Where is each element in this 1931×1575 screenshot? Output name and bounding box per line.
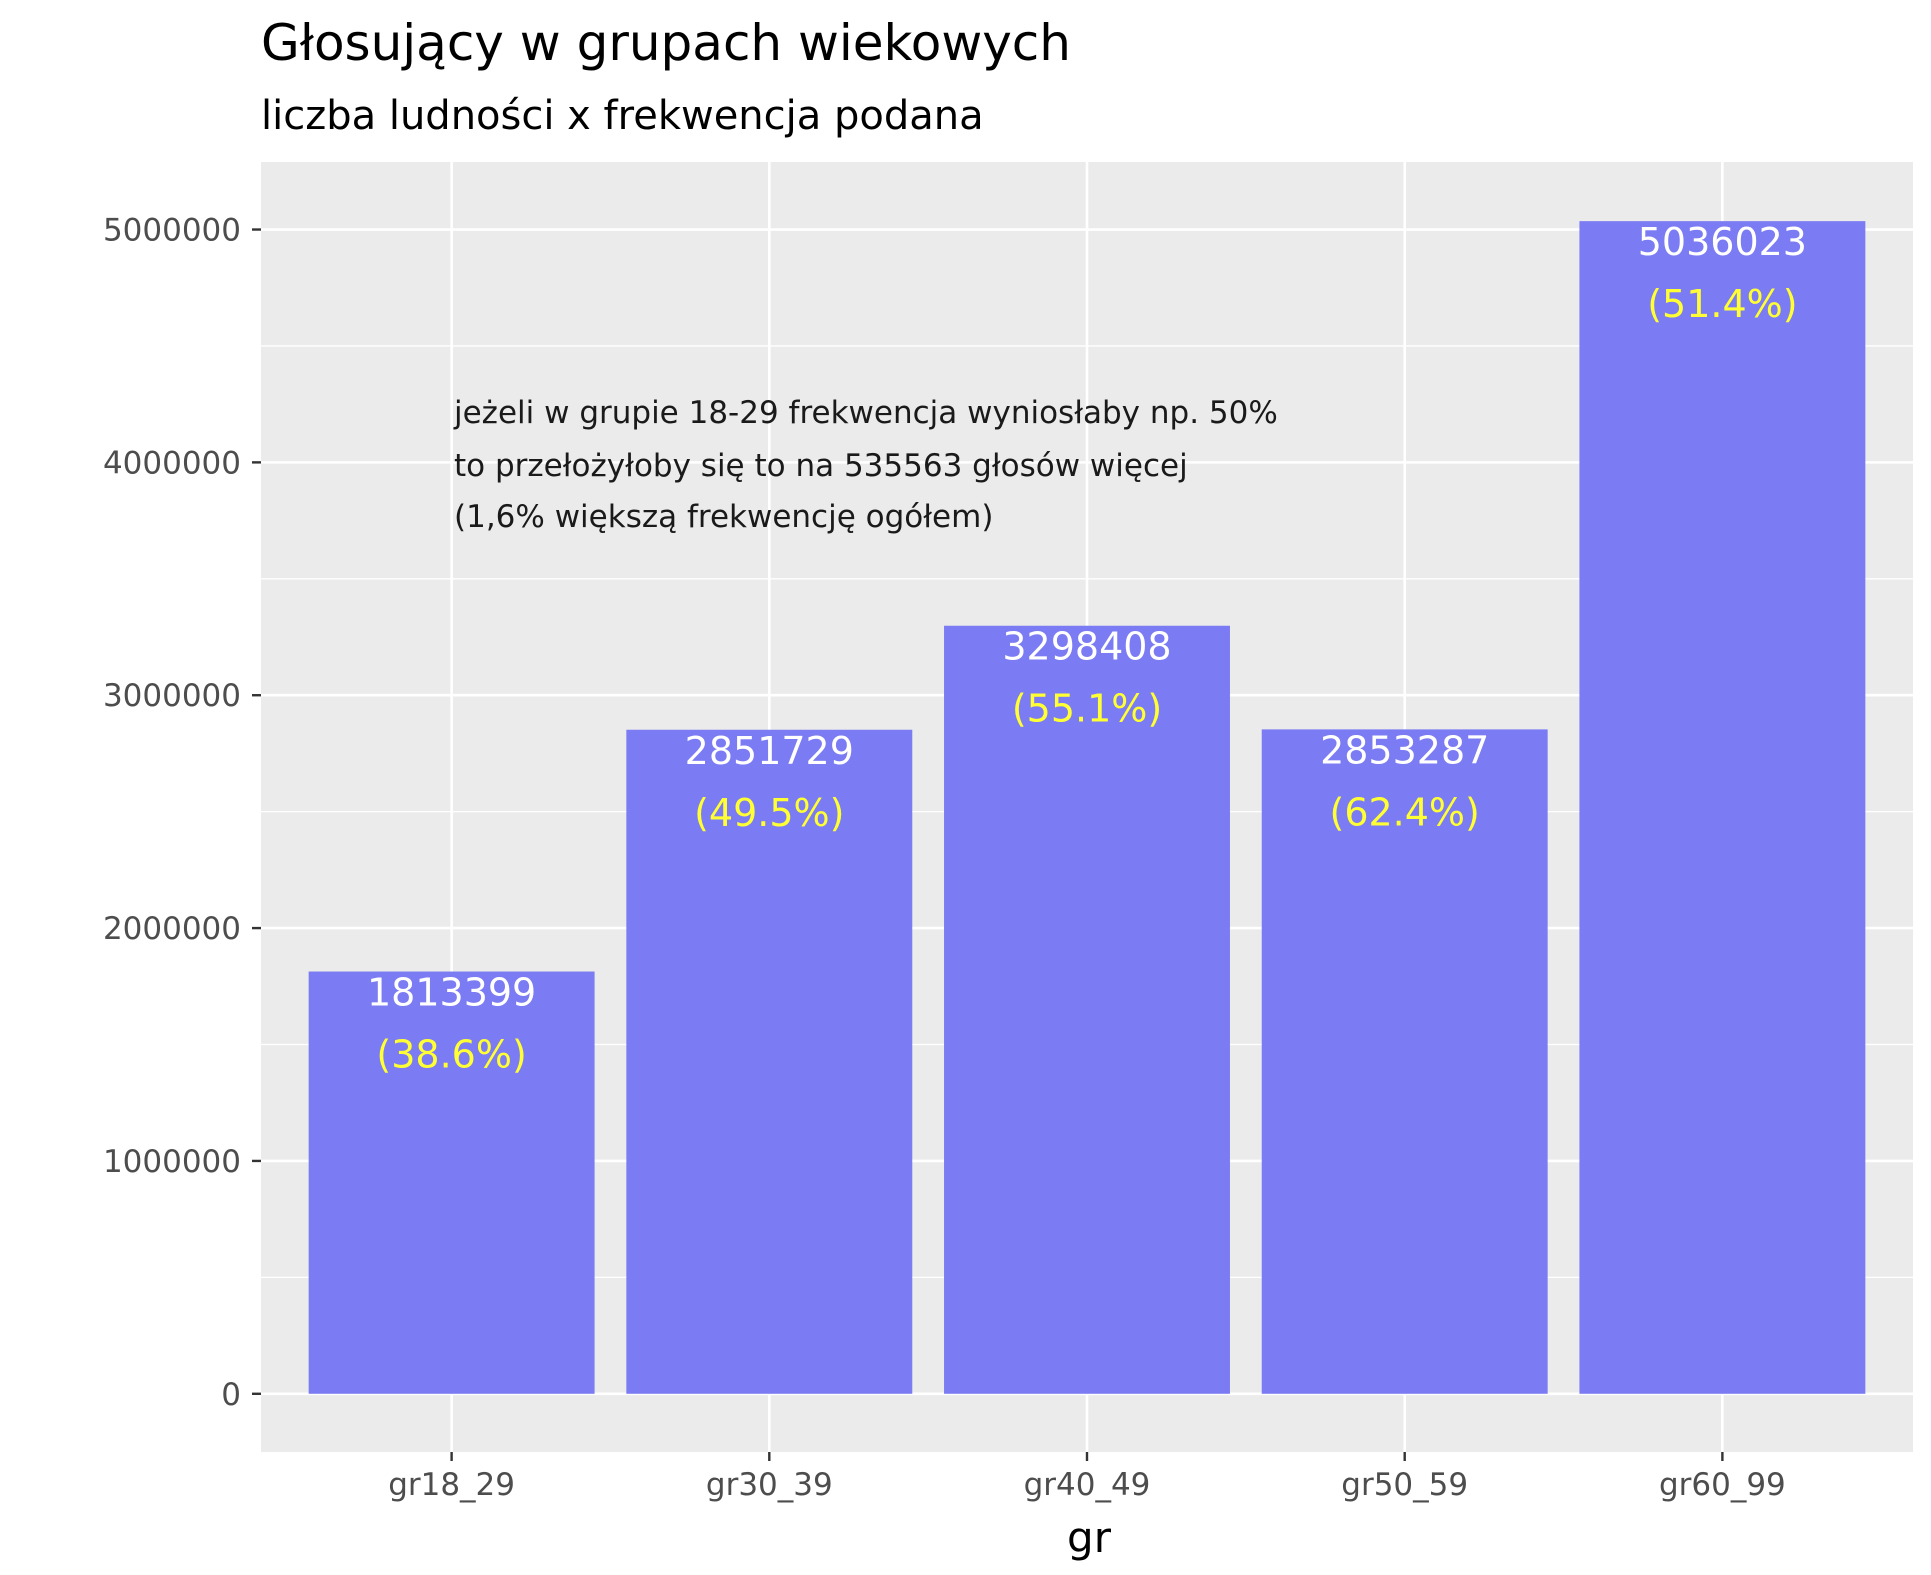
y-tick-label: 3000000 [103,678,241,714]
x-tick-label: gr60_99 [1659,1467,1786,1503]
x-axis: gr18_29 gr30_39 gr40_49 gr50_59 gr60_99 [388,1452,1786,1503]
chart-title: Głosujący w grupach wiekowych [261,14,1071,72]
x-tick-label: gr18_29 [388,1467,515,1503]
y-tick-label: 4000000 [103,445,241,481]
bar-gr50_59 [1261,729,1548,1394]
annotation-text: jeżeli w grupie 18-29 frekwencja wyniosł… [453,395,1278,535]
percent-label: (51.4%) [1647,282,1797,326]
percent-label: (62.4%) [1330,790,1480,834]
bar-gr18_29 [308,971,595,1394]
bar-gr30_39 [626,729,913,1394]
annotation-line: (1,6% większą frekwencję ogółem) [454,499,993,535]
y-tick-label: 5000000 [103,213,241,249]
y-tick-label: 1000000 [103,1144,241,1180]
bar-gr60_99 [1579,221,1866,1394]
value-label: 2851729 [685,729,854,773]
y-tick-label: 0 [221,1377,241,1413]
x-tick-label: gr30_39 [706,1467,833,1503]
value-label: 5036023 [1638,220,1807,264]
y-tick-label: 2000000 [103,911,241,947]
x-tick-label: gr50_59 [1341,1467,1468,1503]
percent-label: (55.1%) [1012,687,1162,731]
annotation-line: jeżeli w grupie 18-29 frekwencja wyniosł… [453,395,1278,431]
percent-label: (49.5%) [694,791,844,835]
x-axis-title: gr [1067,1513,1112,1562]
chart-subtitle: liczba ludności x frekwencja podana [261,93,984,139]
annotation-line: to przełożyłoby się to na 535563 głosów … [454,448,1188,484]
bar-value-labels: 1813399 (38.6%) 2851729 (49.5%) 3298408 (55.1… [367,220,1807,1076]
bar-gr40_49 [944,625,1230,1394]
y-axis: 0 1000000 2000000 3000000 4000000 5000000 [103,213,261,1413]
x-tick-label: gr40_49 [1024,1467,1151,1503]
value-label: 1813399 [367,971,536,1015]
bars [308,221,1866,1394]
value-label: 3298408 [1002,625,1171,669]
value-label: 2853287 [1320,728,1489,772]
percent-label: (38.6%) [376,1033,526,1077]
